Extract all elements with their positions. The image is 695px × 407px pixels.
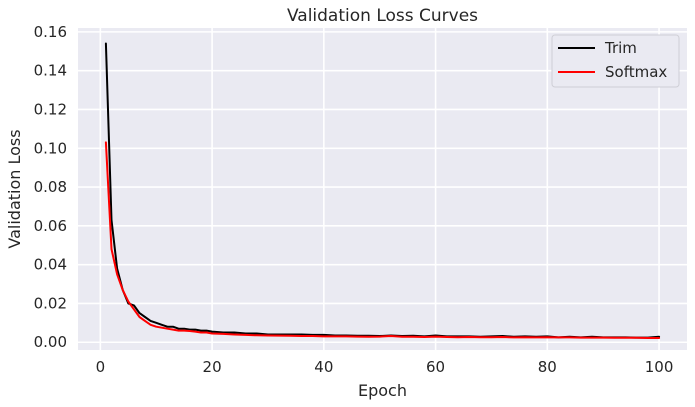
y-tick-label: 0.00 [34, 333, 67, 351]
chart-title: Validation Loss Curves [287, 6, 478, 26]
y-tick-label: 0.06 [34, 217, 67, 235]
x-tick-labels: 0 20 40 60 80 100 [96, 358, 674, 376]
x-tick-label: 40 [314, 358, 333, 376]
y-tick-labels: 0.00 0.02 0.04 0.06 0.08 0.10 0.12 0.14 0.16 [34, 23, 67, 351]
y-tick-label: 0.08 [34, 178, 67, 196]
grid-lines [78, 28, 687, 350]
y-axis-title: Validation Loss [5, 129, 24, 248]
legend-label-trim: Trim [604, 39, 637, 57]
legend: Trim Softmax [551, 34, 680, 88]
y-tick-label: 0.12 [34, 100, 67, 118]
y-tick-label: 0.10 [34, 139, 67, 157]
legend-label-softmax: Softmax [605, 63, 667, 81]
y-tick-label: 0.04 [34, 256, 67, 274]
x-tick-label: 60 [426, 358, 445, 376]
series-lines [104, 42, 661, 339]
x-tick-label: 0 [96, 358, 106, 376]
x-tick-label: 20 [203, 358, 222, 376]
y-tick-label: 0.02 [34, 294, 67, 312]
x-tick-label: 100 [645, 358, 674, 376]
x-tick-label: 80 [538, 358, 557, 376]
y-tick-label: 0.16 [34, 23, 67, 41]
series-line-softmax [104, 141, 661, 339]
y-tick-label: 0.14 [34, 62, 67, 80]
x-axis-title: Epoch [358, 381, 407, 400]
